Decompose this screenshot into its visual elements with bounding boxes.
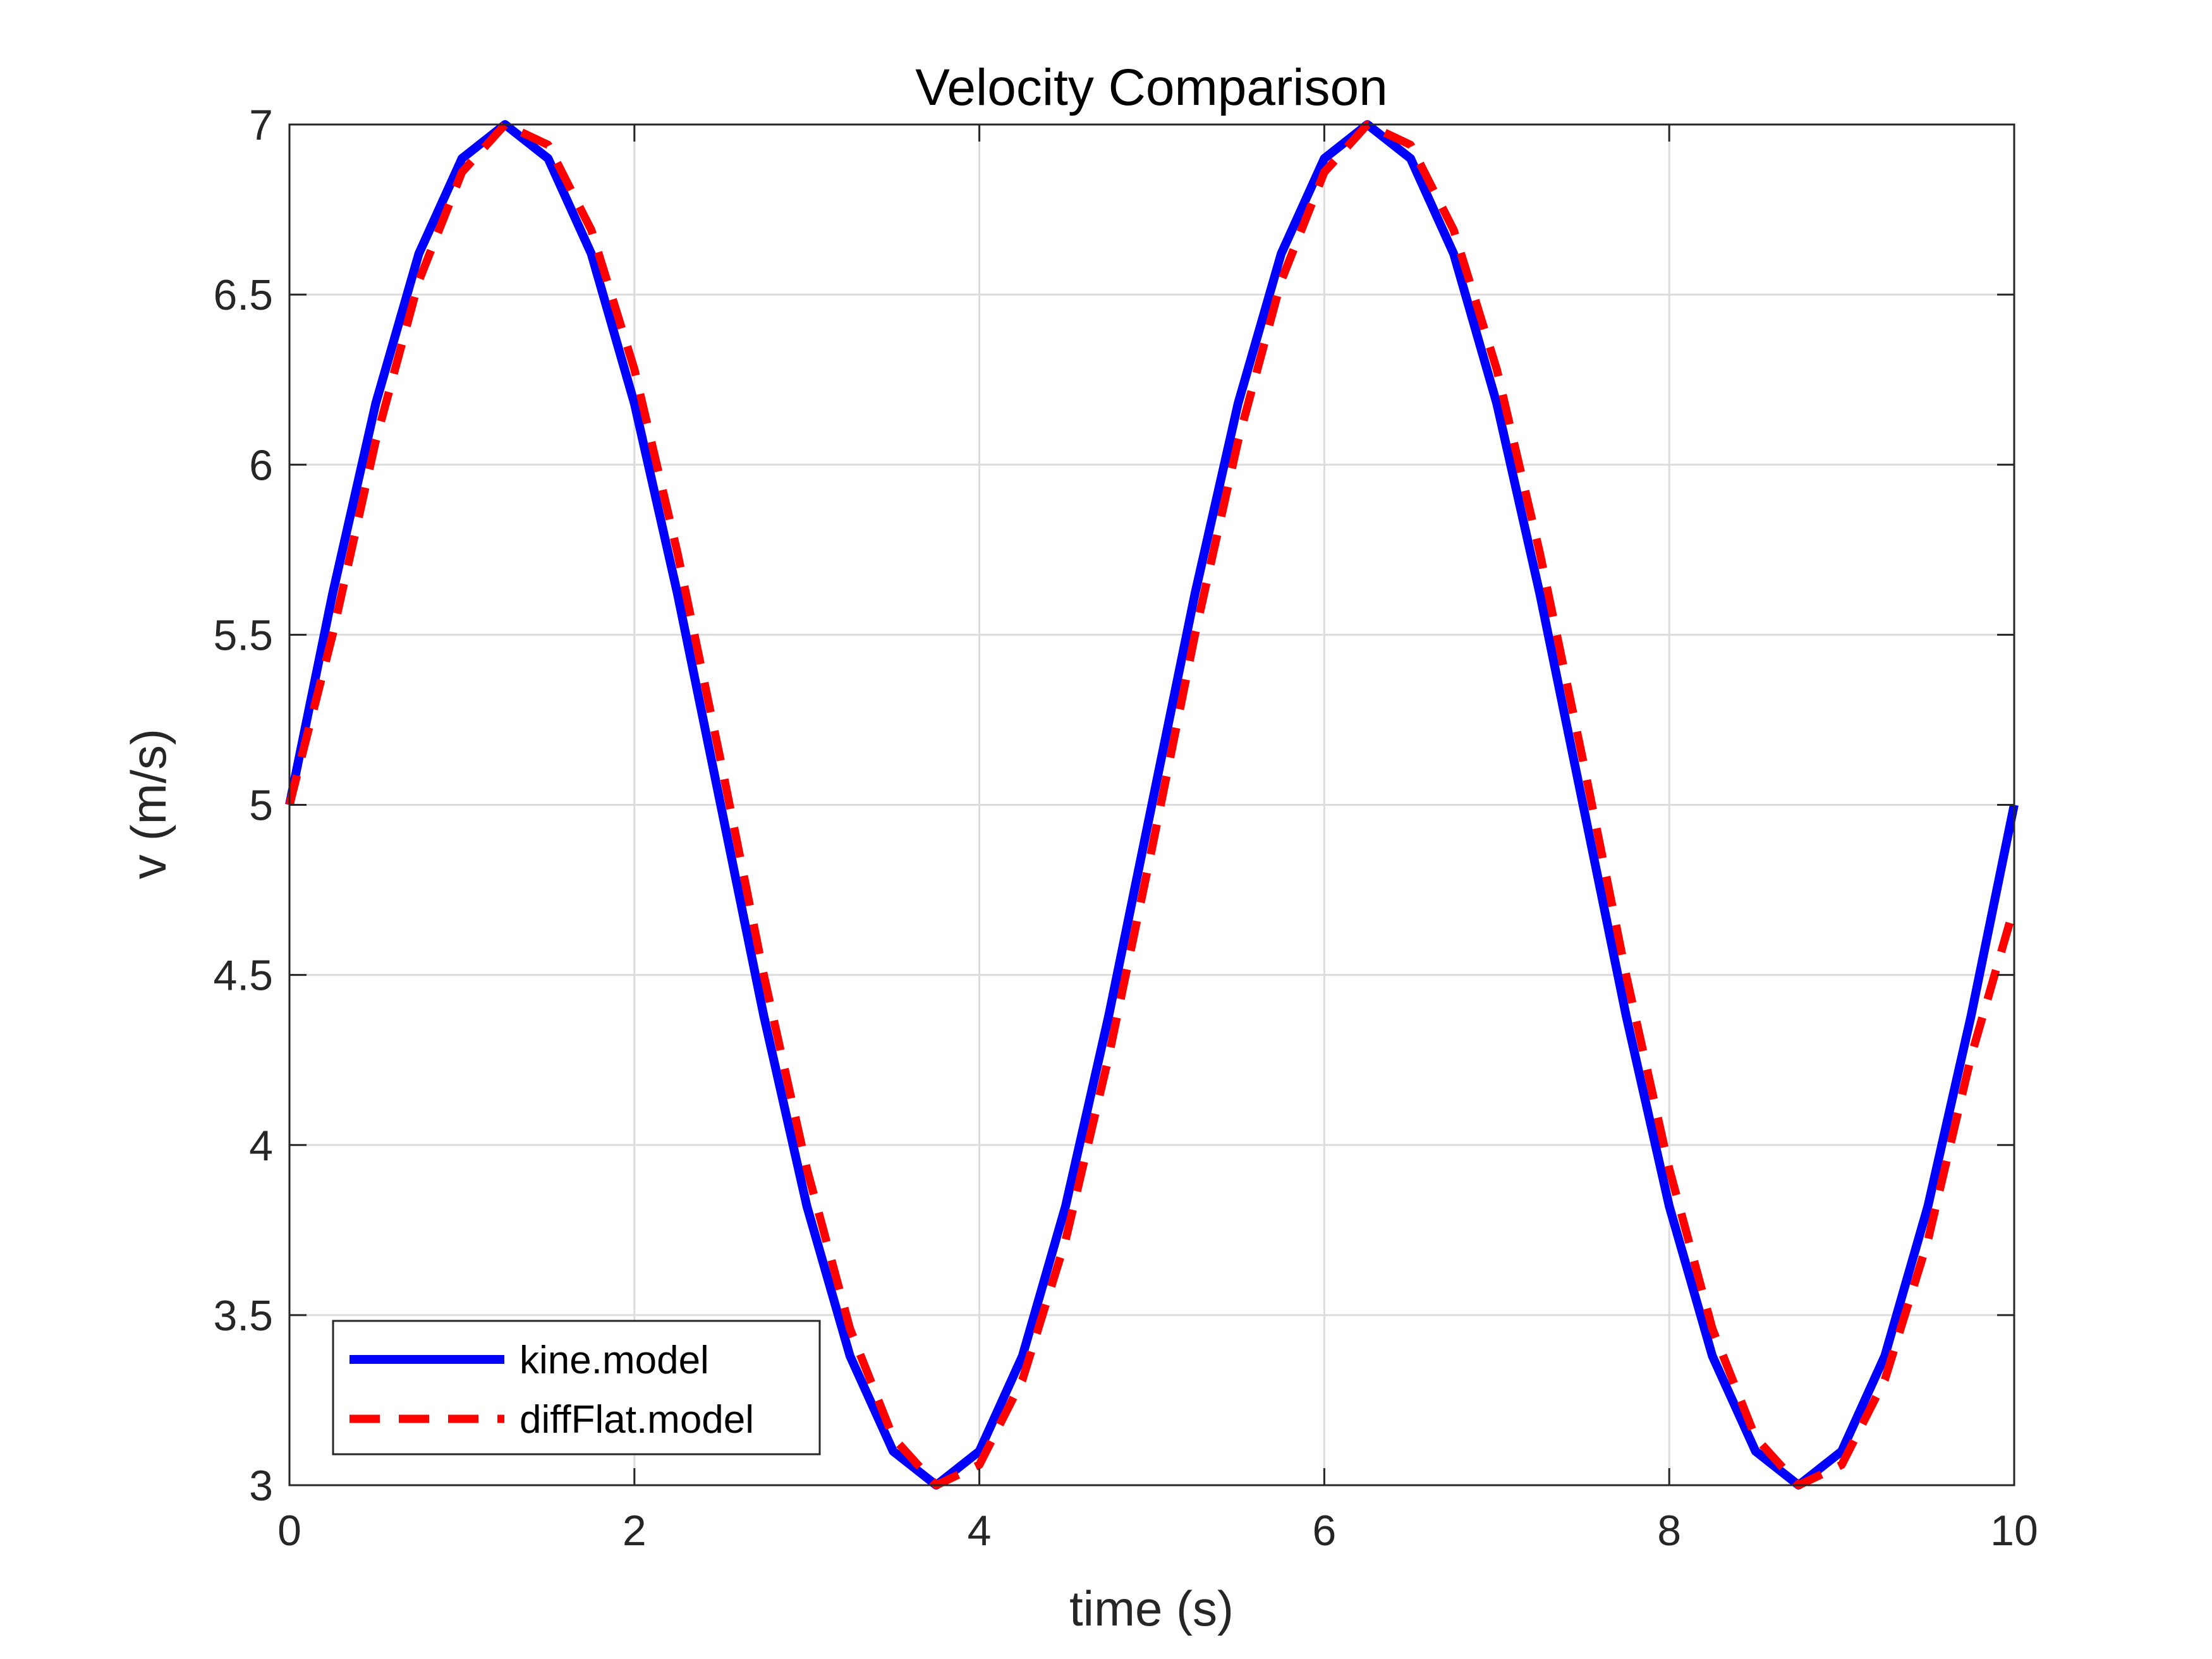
y-tick-label: 5 xyxy=(249,782,273,830)
y-tick-label: 7 xyxy=(249,101,273,149)
y-tick-label: 3 xyxy=(249,1462,273,1510)
x-tick-label: 6 xyxy=(1312,1507,1336,1555)
x-tick-label: 8 xyxy=(1657,1507,1681,1555)
legend-label-diffflat-model: diffFlat.model xyxy=(520,1398,754,1442)
y-tick-label: 3.5 xyxy=(213,1292,273,1340)
grid-lines xyxy=(289,125,2014,1485)
legend-label-kine-model: kine.model xyxy=(520,1339,709,1382)
x-axis-label: time (s) xyxy=(1069,1581,1234,1636)
series-line-kine-model xyxy=(285,120,2019,1490)
series-line-diffflat-model xyxy=(285,120,2019,1490)
y-tick-label: 4.5 xyxy=(213,952,273,1000)
y-tick-label: 6.5 xyxy=(213,271,273,319)
x-tick-label: 0 xyxy=(277,1507,301,1555)
x-tick-label: 2 xyxy=(623,1507,647,1555)
tick-labels: 0 2 4 6 8 10 3 3.5 4 4.5 5 5.5 6 6.5 7 xyxy=(213,101,2038,1555)
chart-title: Velocity Comparison xyxy=(915,59,1387,116)
legend: kine.model diffFlat.model xyxy=(332,1320,821,1455)
axes-box xyxy=(288,123,2015,1486)
y-axis-label: v (m/s) xyxy=(121,729,176,879)
y-tick-label: 5.5 xyxy=(213,611,273,659)
x-tick-label: 10 xyxy=(1990,1507,2038,1555)
y-tick-label: 6 xyxy=(249,441,273,489)
legend-box xyxy=(332,1320,821,1455)
y-tick-label: 4 xyxy=(249,1122,273,1170)
plot-series xyxy=(285,120,2019,1490)
x-tick-label: 4 xyxy=(968,1507,992,1555)
